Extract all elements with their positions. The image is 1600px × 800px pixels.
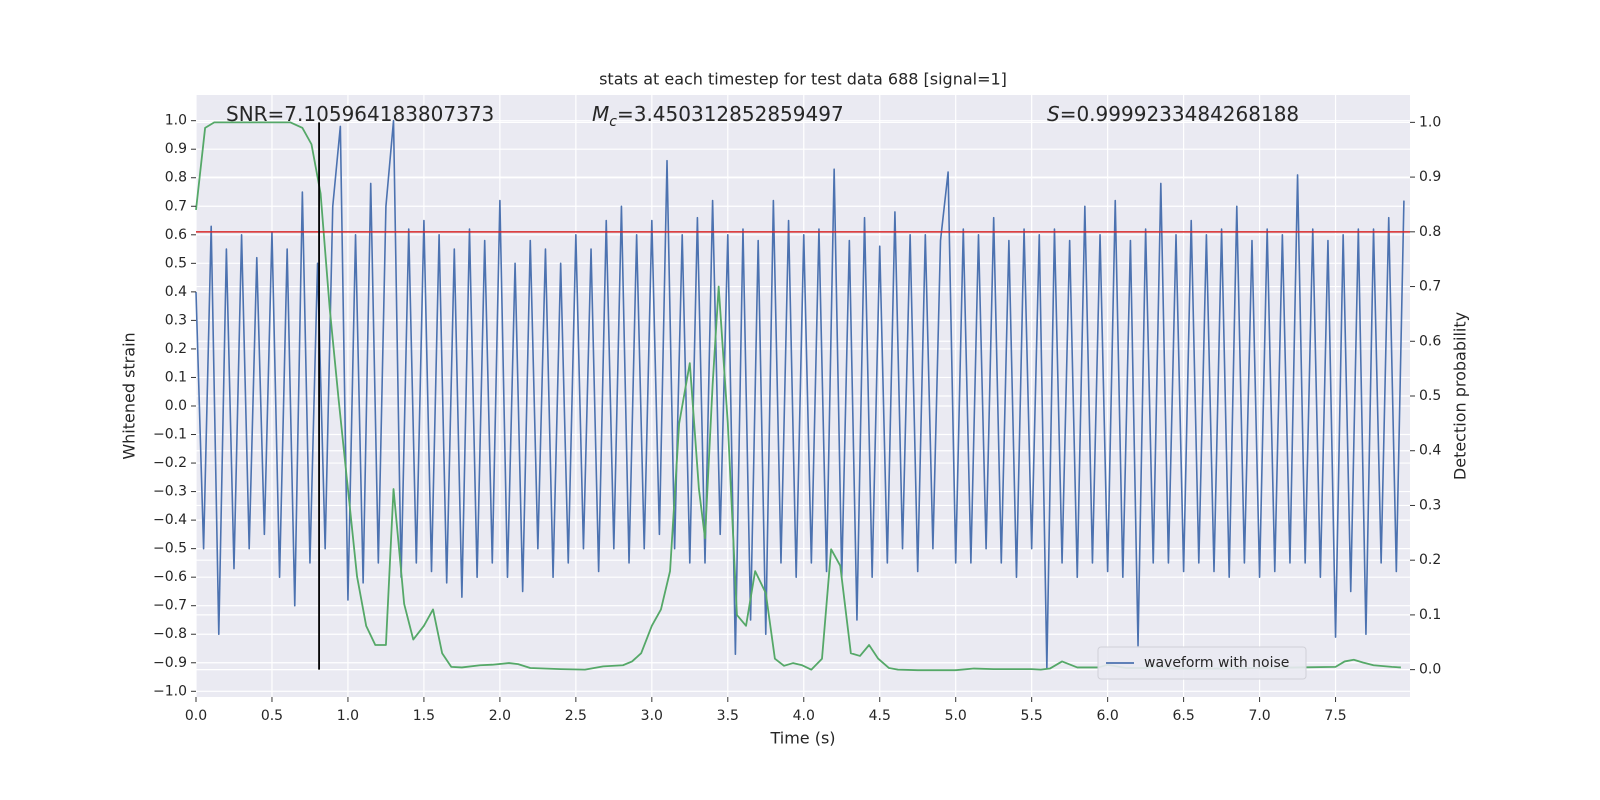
y-tick-label: 0.1 [165,369,187,385]
y-tick-label: −0.2 [153,455,187,471]
legend-box [1097,646,1307,680]
x-tick-label: 3.0 [641,708,663,724]
y-tick-label: 0.9 [165,141,187,157]
y2-tick-label: 0.6 [1419,333,1441,349]
x-tick-label: 2.0 [489,708,511,724]
x-tick-label: 4.5 [869,708,891,724]
annotation: Mc=3.450312852859497 [592,102,844,130]
annotation-text: =3.450312852859497 [617,102,844,126]
y2-tick-label: 0.5 [1419,388,1441,404]
y2-tick-label: 0.1 [1419,607,1441,623]
x-tick-label: 1.5 [413,708,435,724]
y-tick-label: −0.9 [153,655,187,671]
y-tick-label: −0.5 [153,541,187,557]
y2-tick-label: 0.0 [1419,662,1441,678]
annotation-symbol: M [592,102,609,126]
legend: waveform with noise [1097,646,1307,680]
y-tick-label: 0.3 [165,312,187,328]
x-axis-label: Time (s) [769,729,835,748]
y-tick-label: 1.0 [165,113,187,129]
annotation-text: =0.9999233484268188 [1060,102,1299,126]
x-tick-label: 7.0 [1248,708,1270,724]
y-tick-label: −0.1 [153,427,187,443]
y2-tick-label: 0.4 [1419,443,1441,459]
x-tick-label: 6.5 [1172,708,1194,724]
y-tick-label: −0.3 [153,484,187,500]
y-tick-label: 0.0 [165,398,187,414]
x-tick-label: 1.0 [337,708,359,724]
x-tick-label: 2.5 [565,708,587,724]
annotation-symbol: S [1047,102,1060,126]
y2-tick-label: 0.7 [1419,279,1441,295]
y2-tick-label: 0.2 [1419,552,1441,568]
y-tick-label: 0.8 [165,170,187,186]
x-tick-label: 5.0 [945,708,967,724]
y-tick-label: −1.0 [153,683,187,699]
y2-tick-label: 0.8 [1419,224,1441,240]
y-tick-label: −0.6 [153,569,187,585]
annotation-subscript: c [609,114,617,130]
x-tick-label: 7.5 [1324,708,1346,724]
x-tick-label: 6.0 [1097,708,1119,724]
x-tick-label: 3.5 [717,708,739,724]
plot-layer [195,95,1410,697]
x-tick-label: 4.0 [793,708,815,724]
x-tick-label: 0.0 [185,708,207,724]
y2-tick-label: 1.0 [1419,114,1441,130]
y2-tick-label: 0.9 [1419,169,1441,185]
legend-label: waveform with noise [1144,655,1289,671]
y-tick-label: 0.2 [165,341,187,357]
y-axis-label: Whitened strain [120,332,139,459]
y-tick-label: 0.7 [165,198,187,214]
y-tick-label: −0.8 [153,626,187,642]
y-tick-label: −0.7 [153,598,187,614]
x-tick-label: 0.5 [261,708,283,724]
y-tick-label: 0.5 [165,255,187,271]
annotation: S=0.9999233484268188 [1047,102,1299,126]
y2-axis-label: Detection probability [1451,312,1470,480]
series-line [195,119,1405,670]
y2-tick-label: 0.3 [1419,497,1441,513]
y-tick-label: 0.4 [165,284,187,300]
y-tick-label: −0.4 [153,512,187,528]
x-tick-label: 5.5 [1021,708,1043,724]
y-tick-label: 0.6 [165,227,187,243]
chart-title: stats at each timestep for test data 688… [599,70,1007,89]
annotation: SNR=7.105964183807373 [226,102,494,126]
